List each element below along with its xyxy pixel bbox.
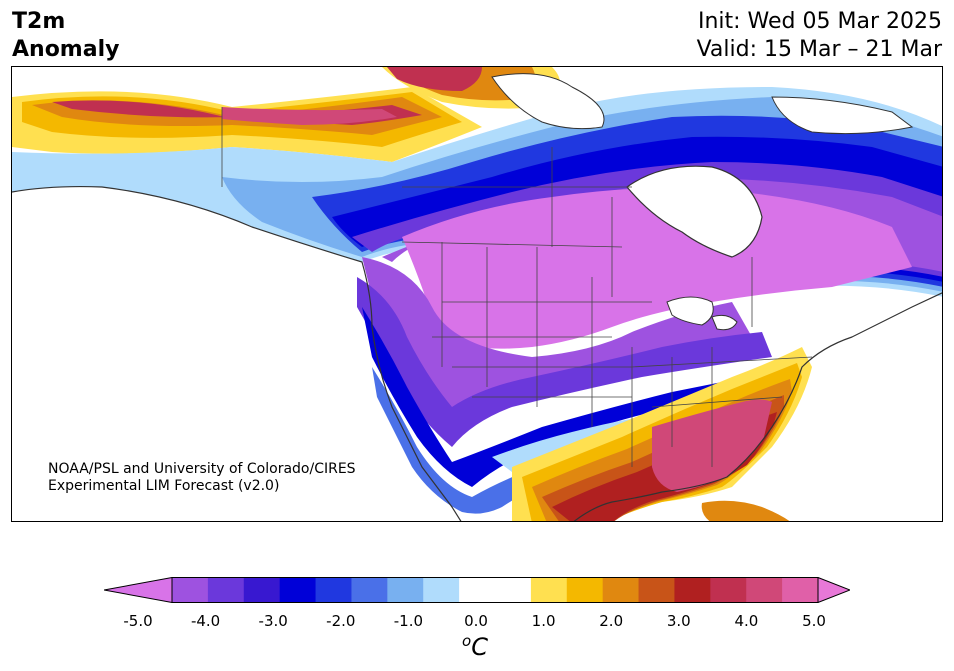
colorbar-tick-label: 1.0	[531, 612, 556, 630]
title-line-2: Anomaly	[12, 37, 120, 62]
title-line-1: T2m	[12, 9, 66, 34]
colorbar-ticks: -5.0 -4.0 -3.0 -2.0 -1.0 0.0 1.0 2.0 3.0 4.0 5.0	[0, 612, 954, 632]
west-coastline	[12, 185, 462, 521]
colorbar-tick-label: 2.0	[599, 612, 624, 630]
credit-text: NOAA/PSL and University of Colorado/CIRE…	[48, 461, 356, 495]
arctic-island	[491, 73, 605, 130]
admin-borders	[221, 107, 813, 467]
colorbar-tick-label: -3.0	[258, 612, 288, 630]
map-canvas	[12, 67, 942, 521]
colorbar-tick-label: 0.0	[464, 612, 488, 630]
colorbar-arrow-left	[104, 577, 173, 603]
alaska-warm-pink	[222, 107, 397, 125]
colorbar-segment	[495, 577, 532, 603]
colorbar-segment	[243, 577, 281, 603]
west-violet	[357, 277, 772, 447]
colorbar-tick-label: -1.0	[393, 612, 424, 630]
units-label: oC	[462, 632, 488, 661]
greenland-edge	[771, 96, 914, 135]
colorbar-segment	[566, 577, 604, 603]
colorbar-segment	[315, 577, 352, 603]
colorbar-segment	[387, 577, 424, 603]
colorbar-tick-label: 4.0	[734, 612, 759, 630]
colorbar-segments	[104, 577, 850, 603]
lake-huron	[711, 314, 738, 331]
colorbar-segment	[746, 577, 783, 603]
colorbar-segment	[172, 577, 209, 603]
hudson-bay	[626, 165, 763, 258]
credit-line-1: NOAA/PSL and University of Colorado/CIRE…	[48, 461, 356, 477]
colorbar-segment	[782, 577, 819, 603]
units-letter: C	[471, 633, 488, 661]
valid-range: Valid: 15 Mar – 21 Mar	[696, 37, 942, 62]
colorbar-segment	[530, 577, 568, 603]
great-lakes	[666, 296, 714, 326]
colorbar-segment	[710, 577, 747, 603]
forecast-dates: Init: Wed 05 Mar 2025 Valid: 15 Mar – 21…	[697, 8, 942, 64]
colorbar-tick-label: 3.0	[666, 612, 691, 630]
colorbar-segment	[638, 577, 675, 603]
credit-line-2: Experimental LIM Forecast (v2.0)	[48, 478, 280, 494]
colorbar-tick-label: -2.0	[326, 612, 356, 630]
cold-core-deep-purple	[402, 188, 912, 349]
east-coastline	[573, 292, 942, 521]
colorbar-segment	[459, 577, 496, 603]
units-symbol: o	[462, 632, 472, 650]
init-date: Init: Wed 05 Mar 2025	[697, 9, 942, 34]
cuba-warm	[701, 500, 790, 521]
anomaly-map	[11, 66, 943, 522]
colorbar-segment	[207, 577, 245, 603]
colorbar-segment	[674, 577, 711, 603]
north-warm-crimson	[387, 67, 482, 91]
colorbar-segment	[351, 577, 388, 603]
colorbar-tick-label: 5.0	[802, 612, 826, 630]
west-purple	[362, 257, 752, 427]
colorbar-tick-label: -5.0	[123, 612, 153, 630]
map-title: T2m Anomaly	[12, 8, 119, 64]
colorbar-frame	[171, 577, 819, 603]
colorbar-segment	[279, 577, 317, 603]
colorbar-segment	[602, 577, 640, 603]
colorbar-segment	[423, 577, 460, 603]
colorbar-tick-label: -4.0	[190, 612, 221, 630]
colorbar	[104, 577, 850, 603]
colorbar-arrow-right	[817, 577, 850, 603]
